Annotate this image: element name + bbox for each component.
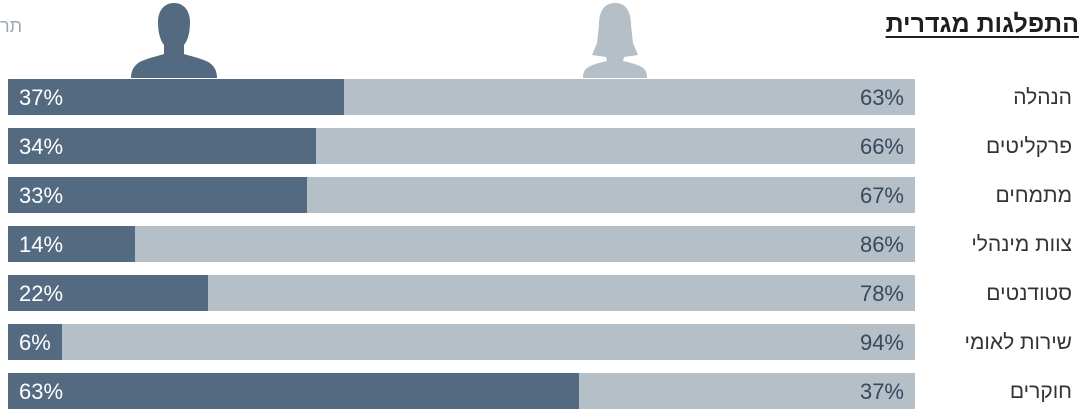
category-label: שירות לאומי bbox=[964, 331, 1072, 354]
bar-female-segment: 33% 67% bbox=[8, 177, 915, 213]
category-label: מתמחים bbox=[995, 184, 1072, 207]
category-label: פרקליטים bbox=[986, 135, 1072, 158]
male-silhouette-icon bbox=[128, 0, 220, 78]
bar-male-segment bbox=[8, 275, 208, 311]
value-label-male: 63% bbox=[19, 379, 64, 404]
bar-female-segment: 22% 78% bbox=[8, 275, 915, 311]
value-label-female: 66% bbox=[859, 134, 904, 159]
bar-row: 33% 67% מתמחים bbox=[0, 177, 1081, 213]
bar-male-segment bbox=[8, 177, 308, 213]
bar-female-segment: 37% 63% bbox=[8, 79, 915, 115]
value-label-female: 86% bbox=[859, 232, 904, 257]
value-label-female: 37% bbox=[859, 379, 904, 404]
bar-male-segment bbox=[8, 324, 63, 360]
bar-female-segment: 6% 94% bbox=[8, 324, 915, 360]
category-label: חוקרים bbox=[1009, 380, 1072, 403]
value-label-male: 37% bbox=[19, 85, 64, 110]
female-silhouette-icon bbox=[582, 0, 648, 78]
value-label-female: 94% bbox=[859, 330, 904, 355]
bar-male-segment bbox=[8, 373, 580, 409]
corner-text: תר bbox=[0, 16, 23, 36]
value-label-male: 34% bbox=[19, 134, 64, 159]
value-label-female: 63% bbox=[859, 85, 904, 110]
bar-row: 22% 78% סטודנטים bbox=[0, 275, 1081, 311]
bar-female-segment: 34% 66% bbox=[8, 128, 915, 164]
value-label-male: 33% bbox=[19, 183, 64, 208]
bar-row: 34% 66% פרקליטים bbox=[0, 128, 1081, 164]
value-label-female: 78% bbox=[859, 281, 904, 306]
bar-male-segment bbox=[8, 226, 135, 262]
bar-male-segment bbox=[8, 128, 317, 164]
category-label: הנהלה bbox=[1013, 86, 1072, 109]
bar-female-segment: 63% 37% bbox=[8, 373, 915, 409]
bar-row: 63% 37% חוקרים bbox=[0, 373, 1081, 409]
bar-male-segment bbox=[8, 79, 344, 115]
chart-title: התפלגות מגדרית bbox=[885, 10, 1079, 38]
value-label-male: 6% bbox=[19, 330, 51, 355]
bar-row: 14% 86% צוות מינהלי bbox=[0, 226, 1081, 262]
value-label-male: 22% bbox=[19, 281, 64, 306]
value-label-female: 67% bbox=[859, 183, 904, 208]
category-label: סטודנטים bbox=[986, 282, 1072, 305]
bar-female-segment: 14% 86% bbox=[8, 226, 915, 262]
bar-row: 6% 94% שירות לאומי bbox=[0, 324, 1081, 360]
value-label-male: 14% bbox=[19, 232, 64, 257]
bar-row: 37% 63% הנהלה bbox=[0, 79, 1081, 115]
category-label: צוות מינהלי bbox=[971, 233, 1072, 256]
